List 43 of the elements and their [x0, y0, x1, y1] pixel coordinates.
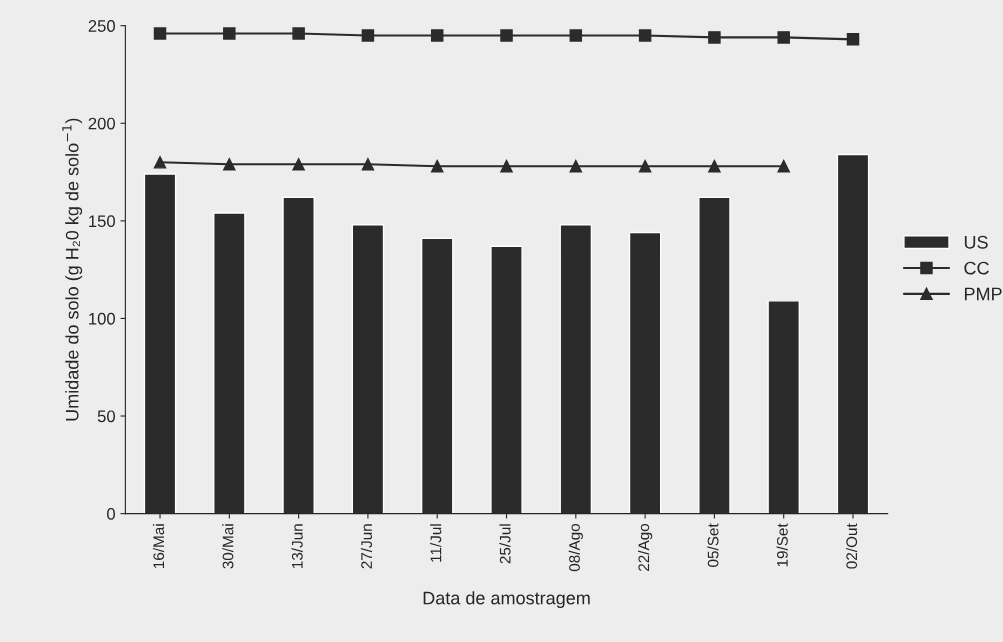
point [361, 157, 375, 171]
x-tick-label: 05/Set [707, 523, 719, 567]
point [708, 159, 721, 173]
x-tick-label: 22/Ago [637, 523, 653, 571]
point [292, 157, 305, 171]
x-tick-label: 25/Jul [499, 524, 511, 564]
y-tick-label: 100 [89, 312, 115, 325]
y-axis-title: Umidade do solo (g H₂0 kg de solo$^{−1}$) [62, 118, 83, 421]
y-tick-label: 150 [89, 215, 115, 228]
point [500, 29, 513, 42]
y-tick-label: 250 [88, 20, 115, 32]
point [153, 27, 167, 40]
point [153, 156, 167, 169]
legend-label: CC [964, 261, 989, 275]
y-tick-label: 200 [88, 117, 115, 130]
point [430, 29, 444, 42]
x-tick-label: 30/Mai [222, 524, 234, 569]
x-tick-label: 13/Jun [291, 524, 303, 569]
point [223, 157, 236, 171]
y-tick-label: 50 [97, 410, 115, 423]
point [361, 29, 375, 42]
x-tick-label: 19/Set [776, 523, 788, 567]
y-tick-label: 0 [107, 508, 115, 520]
point [846, 33, 860, 46]
x-tick-label: 02/Out [845, 523, 858, 569]
point [638, 159, 652, 173]
point [569, 29, 583, 42]
legend-label: US [964, 235, 988, 249]
point [292, 27, 305, 40]
x-tick-label: 11/Jul [430, 524, 442, 562]
point [708, 31, 721, 44]
x-tick-label: 27/Jun [360, 524, 373, 569]
point [430, 159, 444, 173]
x-tick-label: 08/Ago [568, 523, 583, 572]
point [223, 27, 236, 40]
point [777, 31, 790, 44]
legend-label: PMP [964, 287, 1002, 301]
point [569, 159, 583, 173]
x-tick-label: 16/Mai [152, 524, 165, 569]
point [500, 159, 513, 173]
point [777, 159, 790, 173]
x-axis-title: Data de amostragem [423, 591, 590, 609]
point [638, 29, 652, 42]
